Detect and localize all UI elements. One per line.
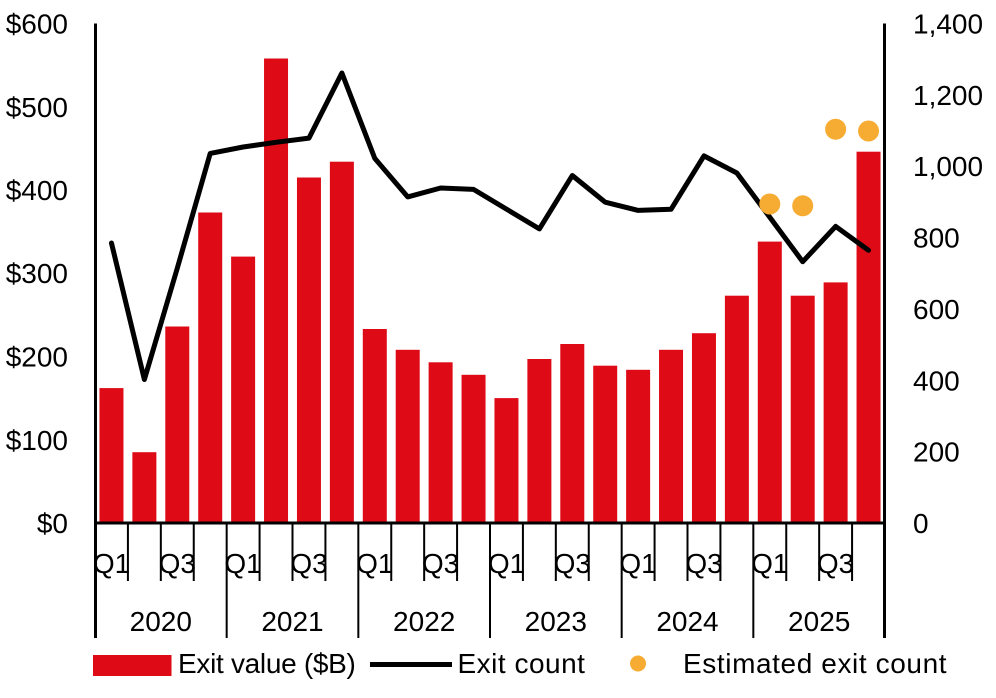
svg-text:$0: $0 bbox=[37, 508, 68, 539]
svg-text:Q3: Q3 bbox=[159, 548, 196, 579]
svg-text:$100: $100 bbox=[6, 425, 68, 456]
svg-text:200: 200 bbox=[913, 437, 960, 468]
svg-text:0: 0 bbox=[913, 508, 929, 539]
svg-text:Q1: Q1 bbox=[224, 548, 261, 579]
svg-text:2024: 2024 bbox=[656, 606, 718, 637]
svg-text:$400: $400 bbox=[6, 175, 68, 206]
svg-text:Q3: Q3 bbox=[817, 548, 854, 579]
svg-text:$300: $300 bbox=[6, 258, 68, 289]
svg-text:Q3: Q3 bbox=[554, 548, 591, 579]
svg-text:Q1: Q1 bbox=[751, 548, 788, 579]
svg-text:800: 800 bbox=[913, 223, 960, 254]
svg-text:Q1: Q1 bbox=[488, 548, 525, 579]
svg-text:Exit value ($B): Exit value ($B) bbox=[178, 648, 356, 679]
svg-text:2021: 2021 bbox=[261, 606, 323, 637]
svg-text:600: 600 bbox=[913, 294, 960, 325]
svg-text:2020: 2020 bbox=[130, 606, 192, 637]
svg-text:1,200: 1,200 bbox=[913, 80, 983, 111]
svg-text:$500: $500 bbox=[6, 92, 68, 123]
svg-text:1,400: 1,400 bbox=[913, 9, 983, 40]
svg-text:2023: 2023 bbox=[525, 606, 587, 637]
svg-text:2025: 2025 bbox=[788, 606, 850, 637]
svg-text:Q1: Q1 bbox=[619, 548, 656, 579]
svg-text:Q1: Q1 bbox=[356, 548, 393, 579]
svg-text:2022: 2022 bbox=[393, 606, 455, 637]
svg-text:Q3: Q3 bbox=[422, 548, 459, 579]
svg-text:400: 400 bbox=[913, 365, 960, 396]
svg-text:Exit count: Exit count bbox=[458, 648, 586, 679]
svg-text:$200: $200 bbox=[6, 342, 68, 373]
svg-text:1,000: 1,000 bbox=[913, 151, 983, 182]
svg-text:Estimated exit count: Estimated exit count bbox=[683, 648, 947, 679]
svg-text:Q3: Q3 bbox=[290, 548, 327, 579]
svg-text:Q1: Q1 bbox=[93, 548, 130, 579]
svg-text:Q3: Q3 bbox=[685, 548, 722, 579]
svg-text:$600: $600 bbox=[6, 9, 68, 40]
